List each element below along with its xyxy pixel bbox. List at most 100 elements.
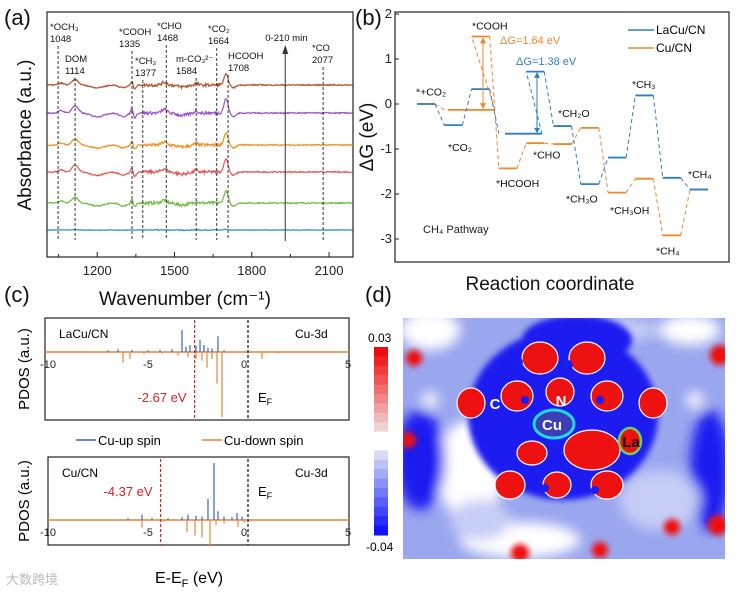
state-label: *CH₃O	[566, 194, 598, 206]
orbital-label: Cu-3d	[295, 327, 328, 341]
free-energy-diagram: -3 -2 -1 0 1 2 ΔG=1.64 eV ΔG=1.38 eV *+CO₂ *CO₂ *C…	[357, 6, 730, 295]
pdos-chart: -10 -5 0 5 LaCu/CN Cu-3d -2.67 eV EF -10 -5 0 5 Cu/C…	[6, 317, 351, 590]
colorbar-step	[374, 450, 388, 461]
colorbar-step	[374, 469, 388, 480]
annotation-wavenumber: 1584	[176, 66, 197, 77]
y-tick-label-b: -3	[380, 231, 392, 246]
atom-label-cu: Cu	[542, 417, 562, 434]
positive-density-spot	[708, 515, 725, 535]
positive-density-region	[500, 380, 534, 412]
colorbar-step	[374, 506, 388, 517]
negative-density-core	[541, 484, 549, 492]
energy-connector	[652, 178, 664, 236]
x-tick-label-a: 2100	[315, 263, 344, 278]
density-map-image: C N Cu La	[403, 318, 725, 559]
annotation-species: m-CO₃²⁻	[176, 54, 213, 65]
charge-density-map: C N Cu La 0.03 -0.04	[366, 318, 725, 559]
annotation-species: *CH₃	[135, 56, 156, 67]
positive-density-spot	[592, 542, 608, 558]
orbital-label: Cu-3d	[295, 466, 328, 480]
state-label: *CH₃OH	[610, 205, 649, 217]
annotation-species: *CHO	[157, 21, 182, 32]
la-atom-outline	[617, 426, 643, 456]
positive-density-spot	[511, 544, 529, 559]
spectrum-line-0	[47, 228, 353, 232]
colorbar-step	[374, 488, 388, 498]
x-tick-label-c: -5	[143, 359, 153, 371]
map-edge-blobs	[403, 345, 725, 559]
d-band-center-label: -4.37 eV	[103, 484, 152, 499]
annotation-species: HCOOH	[228, 51, 264, 62]
x-tick-label-c: 5	[345, 359, 351, 371]
x-tick-label-c: -5	[143, 527, 153, 539]
colorbar-step	[374, 365, 388, 376]
colorbar-step	[374, 403, 388, 414]
map-region	[687, 392, 703, 408]
x-axis-label-a: Wavenumber (cm⁻¹)	[99, 289, 271, 310]
y-tick-label-b: 0	[385, 96, 392, 111]
x-axis-label-b: Reaction coordinate	[466, 274, 635, 295]
plot-frame-b	[394, 11, 730, 263]
x-tick-label-a: 1800	[237, 263, 266, 278]
spectrum-line-1	[47, 189, 354, 208]
plot-frame-c-top	[44, 317, 350, 421]
state-label: *CH₃	[632, 79, 656, 91]
atom-label-c: C	[490, 396, 501, 413]
map-region	[620, 470, 700, 530]
colorbar-step	[374, 412, 388, 423]
x-tick-label-c: -10	[40, 359, 56, 371]
map-region	[403, 410, 445, 510]
colorbar-step	[374, 356, 388, 367]
annotation-species: *CO	[312, 43, 330, 54]
energy-connector	[543, 71, 554, 127]
d-band-center-label: -2.67 eV	[137, 390, 186, 405]
energy-connector	[434, 103, 445, 126]
energy-connector	[598, 127, 609, 193]
map-region	[403, 318, 460, 350]
positive-density-region	[516, 440, 548, 466]
y-tick-label-b: -1	[380, 141, 392, 156]
x-tick-label-c: 5	[345, 527, 351, 539]
fermi-level-label: EF	[258, 390, 273, 407]
energy-connector	[544, 142, 554, 145]
colorbar-min-label: -0.04	[366, 540, 394, 554]
legend-b: LaCu/CN Cu/CN	[628, 23, 705, 55]
energy-connector	[680, 189, 691, 236]
spectrum-line-4	[47, 98, 353, 119]
spectrum-line-5	[47, 72, 354, 91]
legend-label-down: Cu-down spin	[224, 433, 304, 448]
atom-label-n: N	[556, 393, 567, 410]
energy-connector	[516, 142, 527, 169]
y-axis-label-a: Absorbance (a.u.)	[15, 59, 36, 210]
x-tick-label-c: -10	[40, 527, 56, 539]
negative-density-core	[591, 486, 599, 494]
state-label: *CHO	[533, 149, 560, 161]
y-tick-label-b: -2	[380, 186, 392, 201]
colorbar-step	[374, 375, 388, 386]
y-axis-label-b: ΔG (eV)	[357, 103, 378, 172]
positive-density-spot	[403, 432, 416, 448]
annotation-species: *OCH₃	[50, 22, 79, 33]
plot-frame-a	[46, 11, 354, 258]
x-axis-label-c: E-EF (eV)	[155, 570, 223, 590]
time-arrow-label: 0-210 min	[265, 33, 307, 44]
annotation-wavenumber: 1377	[135, 68, 156, 79]
x-tick-label-c: 0	[241, 527, 247, 539]
state-label: *CH₂O	[558, 108, 590, 120]
subplot-sample-label: Cu/CN	[62, 466, 98, 480]
energy-connector	[598, 157, 609, 185]
colorbar-step	[374, 422, 388, 433]
map-region	[450, 500, 510, 540]
map-region	[422, 392, 438, 408]
annotation-wavenumber: 1114	[65, 66, 85, 77]
energy-connector	[489, 89, 500, 134]
energy-connector	[461, 89, 473, 126]
colorbar-step	[374, 394, 388, 404]
energy-connector	[489, 36, 500, 169]
positive-density-spot	[664, 519, 680, 535]
annotation-species: *COOH	[119, 27, 151, 38]
energy-connector	[571, 127, 582, 145]
barrier-label-cu: ΔG=1.64 eV	[500, 35, 561, 47]
colorbar-max-label: 0.03	[368, 331, 392, 345]
positive-density-region	[590, 470, 624, 500]
